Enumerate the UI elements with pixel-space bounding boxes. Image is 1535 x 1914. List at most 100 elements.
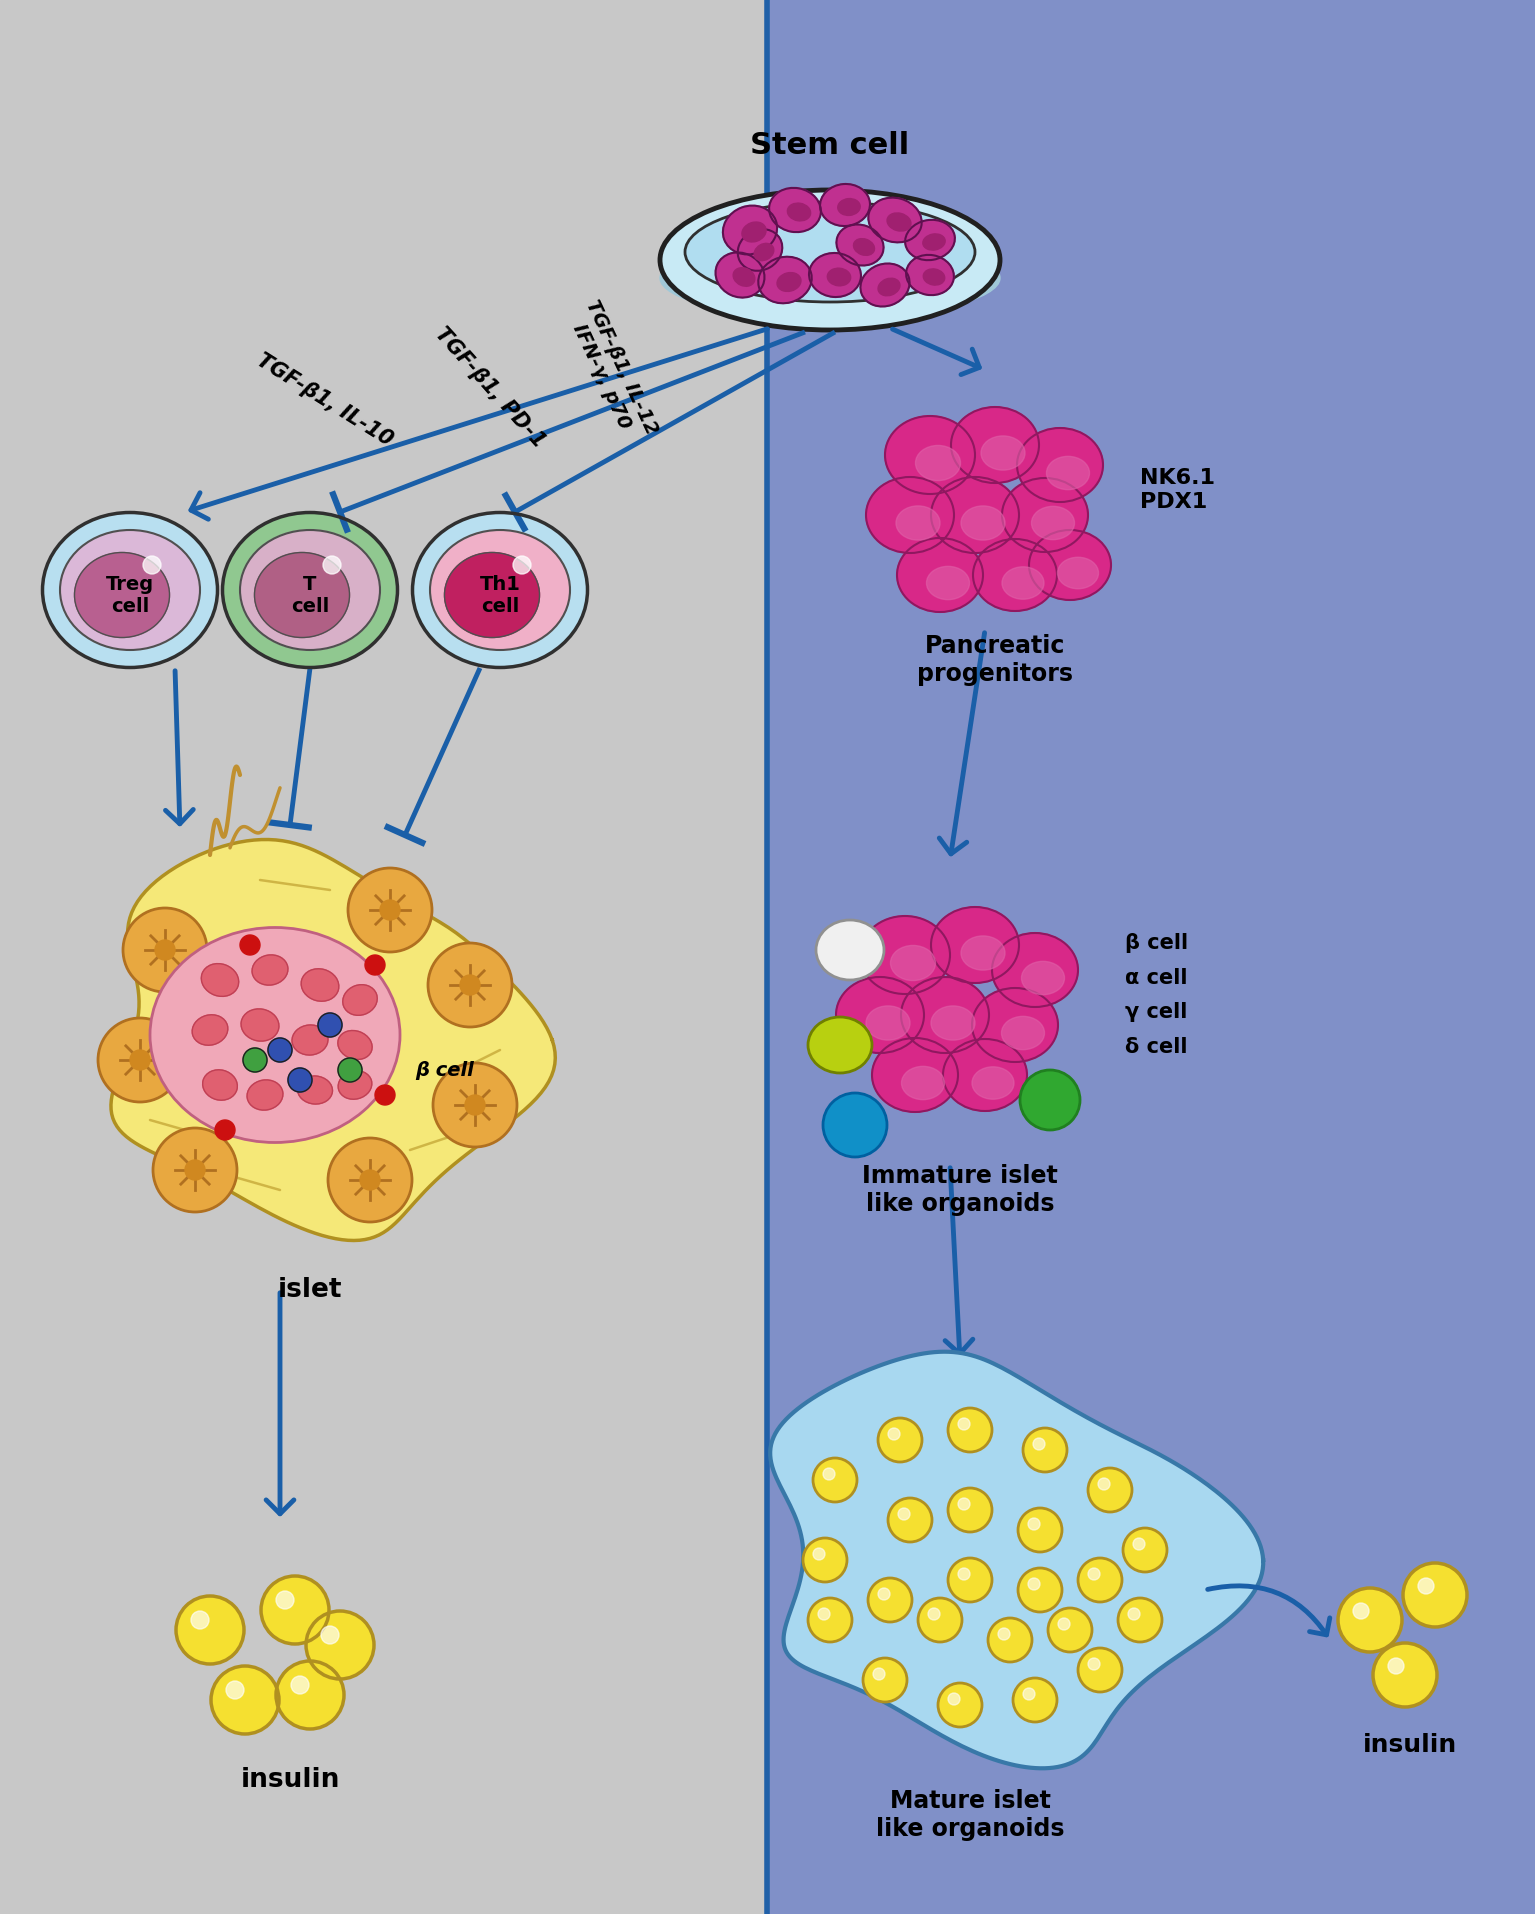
Ellipse shape [906, 220, 955, 260]
Ellipse shape [961, 505, 1005, 540]
Ellipse shape [942, 1039, 1027, 1110]
Ellipse shape [787, 203, 810, 220]
Ellipse shape [837, 976, 924, 1053]
Ellipse shape [43, 513, 218, 668]
Circle shape [949, 1409, 992, 1453]
Circle shape [1128, 1608, 1141, 1619]
Text: insulin: insulin [241, 1767, 339, 1793]
Circle shape [269, 1037, 292, 1062]
Circle shape [1339, 1589, 1401, 1652]
Ellipse shape [972, 988, 1058, 1062]
Ellipse shape [201, 963, 238, 997]
Circle shape [154, 1127, 236, 1212]
Ellipse shape [738, 230, 783, 270]
Ellipse shape [60, 530, 200, 651]
Circle shape [186, 1160, 206, 1181]
Text: β cell: β cell [414, 1060, 474, 1079]
Circle shape [276, 1591, 295, 1610]
Circle shape [143, 555, 161, 574]
Ellipse shape [915, 446, 961, 480]
Circle shape [460, 974, 480, 995]
Circle shape [130, 1051, 150, 1070]
Ellipse shape [923, 268, 944, 285]
Ellipse shape [866, 1007, 910, 1039]
Ellipse shape [869, 197, 921, 243]
Circle shape [998, 1629, 1010, 1640]
Circle shape [1022, 1428, 1067, 1472]
Text: insulin: insulin [1363, 1732, 1457, 1757]
Circle shape [318, 1013, 342, 1037]
Ellipse shape [886, 415, 975, 494]
Ellipse shape [413, 513, 588, 668]
Ellipse shape [741, 222, 766, 241]
Text: Treg
cell: Treg cell [106, 574, 154, 616]
Circle shape [929, 1608, 939, 1619]
Ellipse shape [896, 505, 939, 540]
Circle shape [823, 1093, 887, 1156]
Circle shape [276, 1661, 344, 1728]
Circle shape [433, 1062, 517, 1146]
Circle shape [1133, 1539, 1145, 1550]
Ellipse shape [660, 237, 999, 318]
Circle shape [814, 1548, 824, 1560]
Ellipse shape [338, 1030, 371, 1060]
Circle shape [322, 555, 341, 574]
Circle shape [1088, 1468, 1131, 1512]
Circle shape [1088, 1658, 1101, 1671]
Ellipse shape [1032, 507, 1074, 540]
Ellipse shape [932, 477, 1019, 553]
Text: TGF-β1, IL-10: TGF-β1, IL-10 [253, 350, 396, 450]
Ellipse shape [239, 530, 381, 651]
Ellipse shape [927, 567, 970, 599]
Polygon shape [111, 840, 556, 1240]
Ellipse shape [890, 946, 935, 980]
Ellipse shape [901, 1066, 944, 1101]
Ellipse shape [75, 553, 169, 637]
Ellipse shape [292, 1026, 328, 1055]
Circle shape [428, 944, 513, 1028]
Circle shape [898, 1508, 910, 1520]
Circle shape [918, 1598, 962, 1642]
Ellipse shape [1058, 557, 1099, 590]
Text: T
cell: T cell [290, 574, 328, 616]
Circle shape [1124, 1527, 1167, 1571]
Circle shape [823, 1468, 835, 1480]
Ellipse shape [252, 955, 289, 986]
Ellipse shape [992, 932, 1078, 1007]
Circle shape [878, 1589, 890, 1600]
Ellipse shape [853, 239, 875, 255]
Text: β cell
α cell
γ cell
δ cell: β cell α cell γ cell δ cell [1125, 934, 1188, 1057]
Circle shape [1028, 1518, 1041, 1529]
Circle shape [465, 1095, 485, 1116]
Circle shape [873, 1667, 886, 1680]
Ellipse shape [301, 968, 339, 1001]
Ellipse shape [827, 268, 850, 285]
Circle shape [1403, 1564, 1467, 1627]
Ellipse shape [820, 184, 870, 226]
Ellipse shape [342, 984, 378, 1014]
Circle shape [1013, 1679, 1058, 1723]
Circle shape [155, 940, 175, 961]
Ellipse shape [247, 1079, 282, 1110]
Circle shape [949, 1694, 959, 1705]
Ellipse shape [923, 234, 946, 251]
Ellipse shape [150, 928, 401, 1143]
Ellipse shape [1002, 478, 1088, 551]
Ellipse shape [715, 253, 764, 297]
Ellipse shape [1021, 961, 1064, 995]
Circle shape [239, 936, 259, 955]
Ellipse shape [769, 188, 821, 232]
Ellipse shape [809, 253, 861, 297]
Circle shape [889, 1499, 932, 1543]
Text: Stem cell: Stem cell [751, 130, 910, 159]
Circle shape [878, 1418, 923, 1462]
Ellipse shape [723, 205, 777, 255]
Ellipse shape [866, 477, 953, 553]
Ellipse shape [660, 189, 999, 329]
Ellipse shape [298, 1076, 333, 1104]
Ellipse shape [241, 1009, 279, 1041]
Text: NK6.1
PDX1: NK6.1 PDX1 [1141, 469, 1216, 511]
Text: TGF-β1, PD-1: TGF-β1, PD-1 [431, 323, 550, 452]
Text: Immature islet
like organoids: Immature islet like organoids [863, 1164, 1058, 1215]
Ellipse shape [1001, 1016, 1044, 1049]
